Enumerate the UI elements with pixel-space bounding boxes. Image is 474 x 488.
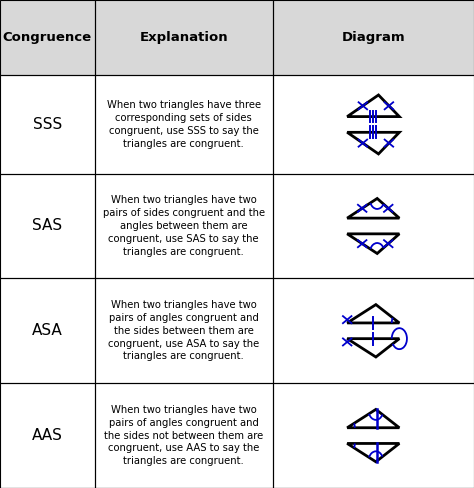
Bar <box>95 0 273 75</box>
Bar <box>273 75 474 174</box>
Text: When two triangles have two
pairs of angles congruent and
the sides not between : When two triangles have two pairs of ang… <box>104 405 263 466</box>
Bar <box>95 75 273 174</box>
Text: Explanation: Explanation <box>139 31 228 44</box>
Bar <box>95 174 273 278</box>
Text: When two triangles have two
pairs of sides congruent and the
angles between them: When two triangles have two pairs of sid… <box>102 195 265 257</box>
Bar <box>95 383 273 488</box>
Bar <box>0 0 95 75</box>
Text: When two triangles have three
corresponding sets of sides
congruent, use SSS to : When two triangles have three correspond… <box>107 100 261 149</box>
Bar <box>0 383 95 488</box>
Text: Diagram: Diagram <box>341 31 405 44</box>
Text: When two triangles have two
pairs of angles congruent and
the sides between them: When two triangles have two pairs of ang… <box>108 300 259 362</box>
Text: ASA: ASA <box>32 323 63 338</box>
Bar <box>0 0 95 75</box>
Bar <box>0 75 95 174</box>
Text: SSS: SSS <box>33 117 62 132</box>
Bar <box>273 0 474 75</box>
Bar <box>0 278 95 383</box>
Bar <box>273 174 474 278</box>
Text: Congruence: Congruence <box>3 31 92 44</box>
Bar <box>95 278 273 383</box>
Bar <box>273 383 474 488</box>
Bar <box>273 0 474 75</box>
Bar <box>273 278 474 383</box>
Bar <box>0 174 95 278</box>
Bar <box>95 0 273 75</box>
Text: SAS: SAS <box>32 219 63 233</box>
Text: AAS: AAS <box>32 428 63 443</box>
